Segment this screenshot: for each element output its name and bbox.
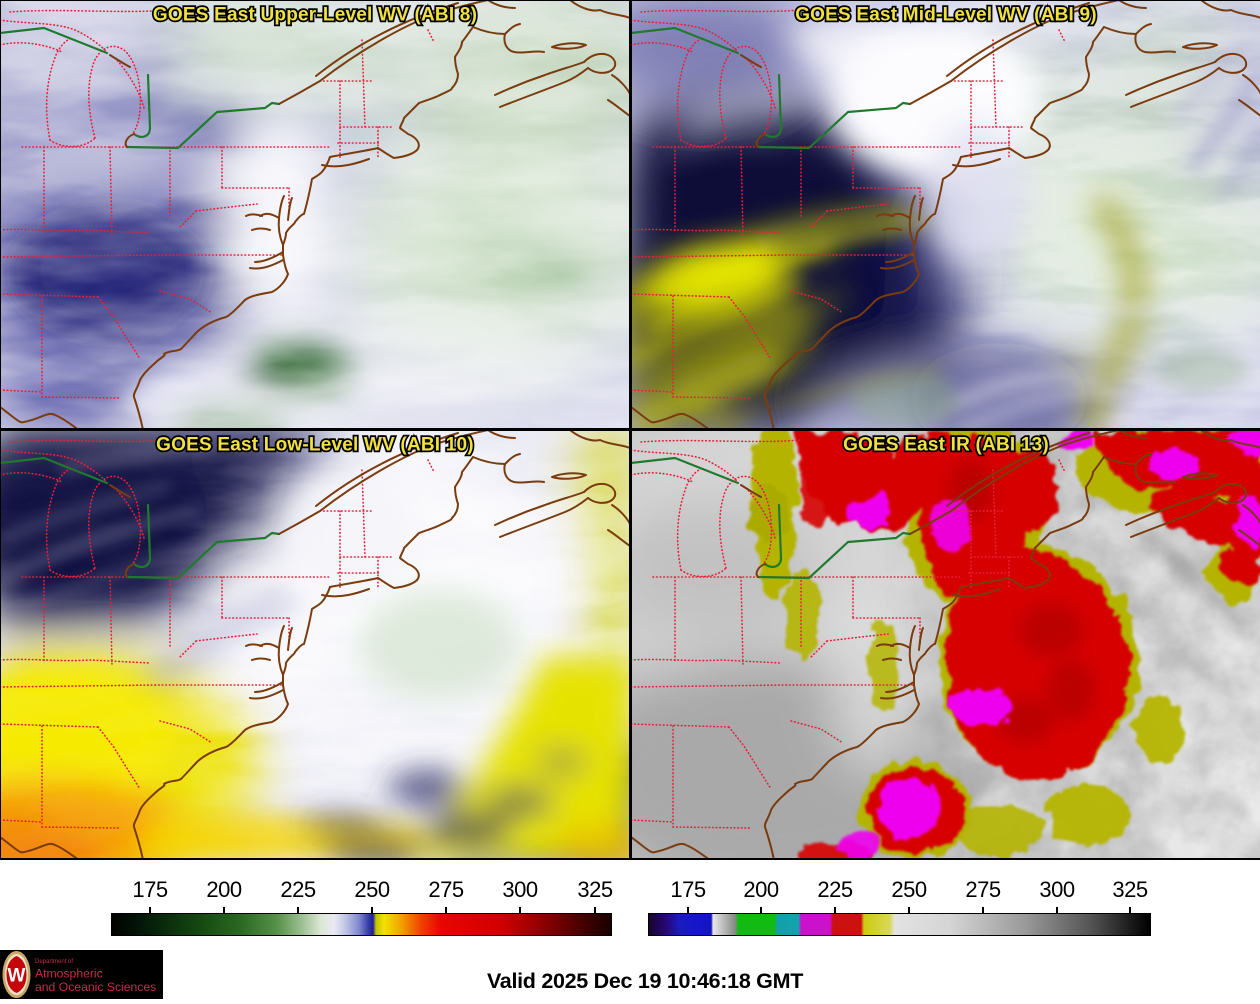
svg-text:Atmospheric: Atmospheric <box>35 967 103 981</box>
svg-text:GOES East Low-Level WV (ABI 10: GOES East Low-Level WV (ABI 10) <box>156 435 474 456</box>
svg-text:GOES East IR (ABI 13): GOES East IR (ABI 13) <box>843 435 1049 456</box>
svg-text:GOES East Upper-Level WV (ABI: GOES East Upper-Level WV (ABI 8) <box>153 5 477 26</box>
svg-text:and Oceanic Sciences: and Oceanic Sciences <box>35 980 156 994</box>
svg-text:W: W <box>8 966 26 987</box>
svg-text:Department of: Department of <box>35 959 73 965</box>
svg-text:GOES East Mid-Level WV (ABI 9): GOES East Mid-Level WV (ABI 9) <box>795 5 1097 26</box>
